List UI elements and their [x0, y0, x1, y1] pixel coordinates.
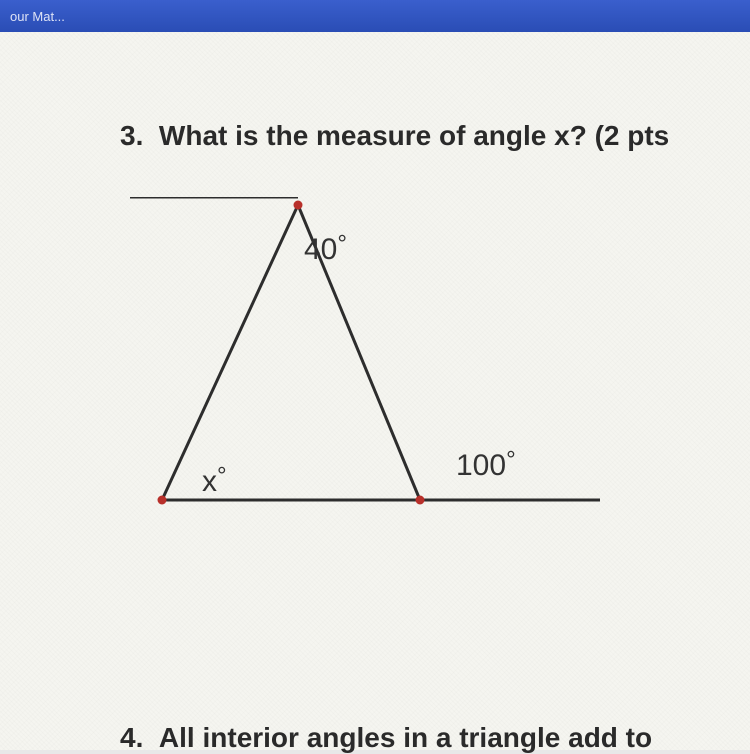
apex-vertex — [294, 201, 303, 210]
apex-angle-label: 40° — [304, 231, 347, 267]
triangle-svg: 40° x° 100° — [130, 197, 610, 537]
question-4-text: All interior angles in a triangle add to — [159, 722, 652, 753]
window-titlebar: our Mat... — [0, 0, 750, 32]
document-page: 3. What is the measure of angle x? (2 pt… — [0, 32, 750, 750]
exterior-angle-label: 100° — [456, 447, 516, 483]
question-3-text: What is the measure of angle x? (2 pts — [159, 120, 669, 151]
question-3: 3. What is the measure of angle x? (2 pt… — [120, 120, 669, 152]
window-title-text: our Mat... — [10, 9, 65, 24]
question-3-number: 3. — [120, 120, 143, 151]
right-vertex — [416, 496, 425, 505]
question-4-number: 4. — [120, 722, 143, 753]
question-4: 4. All interior angles in a triangle add… — [120, 722, 652, 754]
triangle-diagram: 40° x° 100° — [130, 197, 610, 537]
left-vertex — [158, 496, 167, 505]
x-angle-label: x° — [202, 463, 227, 499]
